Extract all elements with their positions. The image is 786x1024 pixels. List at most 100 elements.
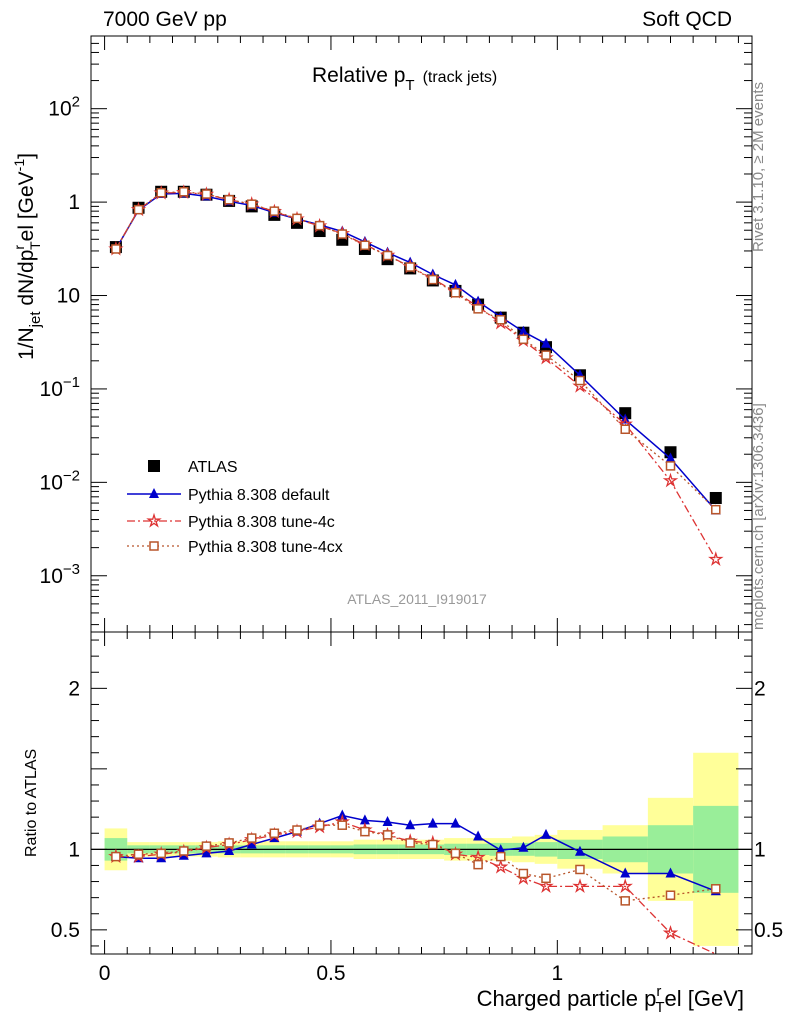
- y-tick-label: 10−2: [40, 467, 80, 494]
- ratio-data-point: [360, 826, 370, 837]
- legend-label: Pythia 8.308 default: [188, 487, 330, 504]
- legend-label: Pythia 8.308 tune-4c: [188, 514, 335, 531]
- ratio-ylabel: Ratio to ATLAS: [23, 749, 40, 857]
- ratio-data-point: [575, 864, 585, 875]
- main-data-point: [428, 274, 438, 285]
- main-ylabel: 1/Njet dN/dprTel [GeV-1]: [11, 153, 44, 360]
- ratio-data-point: [269, 828, 280, 838]
- ratio-data-point: [665, 867, 676, 878]
- main-data-point: [201, 189, 212, 199]
- ratio-data-point: [201, 847, 212, 858]
- ratio-data-point: [405, 838, 415, 848]
- y-tick-label: 1: [68, 838, 80, 861]
- ratio-data-point: [405, 819, 416, 830]
- x-tick-label: 0: [99, 962, 111, 985]
- ratio-data-point: [224, 844, 235, 855]
- header-right: Soft QCD: [642, 8, 732, 31]
- main-data-point: [314, 220, 325, 231]
- main-data-point: [382, 250, 393, 261]
- ratio-data-point: [518, 868, 529, 879]
- main-data-point: [518, 325, 529, 336]
- ratio-data-point: [473, 830, 484, 841]
- main-data-point: [133, 204, 144, 215]
- legend: ATLAS Pythia 8.308 default Pythia 8.308 tu…: [127, 459, 343, 556]
- y-tick-label: 10: [57, 285, 80, 308]
- ratio-data-point: [111, 851, 121, 862]
- ratio-data-point: [492, 859, 509, 874]
- main-series: [108, 184, 724, 566]
- main-data-point: [224, 194, 234, 205]
- ratio-data-point: [518, 841, 529, 852]
- ratio-axes: 0 0.5 1 0.5 0.5 1 1 2 2: [51, 632, 783, 985]
- y-tick-label-right: 0.5: [754, 919, 783, 942]
- legend-label: ATLAS: [188, 459, 238, 476]
- rivet-label: Rivet 3.1.10, ≥ 2M events: [750, 82, 767, 252]
- ratio-data-point: [538, 878, 554, 893]
- main-series-line: [115, 191, 717, 560]
- ratio-data-point: [246, 833, 257, 843]
- main-title: Relative pT (track jets): [312, 64, 497, 94]
- ratio-plot-frame: [90, 631, 753, 955]
- ratio-data-point: [665, 890, 676, 900]
- main-data-point: [665, 461, 676, 471]
- header-left: 7000 GeV pp: [103, 8, 227, 31]
- main-data-point: [337, 229, 348, 239]
- main-axes: 102 1 10 10−1 10−2 10−3: [40, 35, 752, 632]
- main-data-point: [111, 244, 121, 254]
- main-data-point: [179, 187, 189, 197]
- ratio-data-point: [711, 884, 721, 894]
- legend-label: Pythia 8.308 tune-4cx: [188, 539, 343, 556]
- ratio-data-point: [314, 820, 325, 830]
- main-data-point: [450, 288, 461, 298]
- main-data-point: [473, 304, 483, 314]
- legend-marker: [149, 541, 159, 551]
- y-tick-label-right: 1: [754, 838, 766, 861]
- ratio-data-point: [337, 820, 348, 830]
- main-data-point: [360, 240, 370, 251]
- ratio-data-point: [662, 924, 679, 940]
- ratio-series-line: [115, 814, 717, 892]
- ratio-data-point: [382, 830, 393, 840]
- y-tick-label: 1: [68, 191, 80, 214]
- main-data-point: [495, 315, 506, 325]
- ratio-data-point: [428, 839, 438, 850]
- ratio-data-point: [133, 849, 144, 859]
- ratio-data-point: [382, 815, 393, 826]
- main-data-point: [450, 278, 461, 289]
- main-data-point: [269, 206, 280, 216]
- legend-marker: [146, 512, 162, 528]
- ratio-data-point: [292, 825, 302, 835]
- legend-marker: [149, 488, 159, 498]
- ratio-data-point: [359, 814, 370, 825]
- legend-marker: [148, 460, 160, 472]
- main-data-point: [709, 491, 722, 504]
- main-data-point: [711, 504, 721, 515]
- main-data-point: [405, 262, 415, 272]
- analysis-watermark: ATLAS_2011_I919017: [347, 591, 487, 607]
- main-data-point: [665, 452, 676, 463]
- main-data-point: [620, 424, 630, 435]
- ratio-data-point: [246, 838, 257, 849]
- ratio-data-point: [541, 828, 552, 839]
- ratio-data-point: [574, 845, 585, 856]
- ratio-data-point: [495, 844, 506, 855]
- ratio-data-point: [470, 849, 486, 865]
- main-data-point: [156, 187, 166, 198]
- main-data-point: [292, 213, 302, 224]
- ratio-data-point: [541, 873, 551, 884]
- y-tick-label: 10−3: [40, 561, 80, 588]
- main-data-point: [541, 337, 552, 348]
- ratio-data-point: [450, 817, 461, 828]
- main-data-point: [541, 350, 551, 360]
- ratio-data-point: [473, 859, 483, 870]
- x-tick-label: 1: [551, 962, 563, 985]
- ratio-data-point: [427, 817, 438, 828]
- ratio-data-point: [450, 848, 461, 859]
- y-tick-label: 10−1: [40, 374, 80, 401]
- y-tick-label-right: 2: [754, 677, 766, 700]
- x-tick-label: 0.5: [316, 962, 345, 985]
- ratio-data-point: [620, 896, 630, 906]
- y-tick-label: 2: [68, 677, 80, 700]
- ratio-data-point: [179, 846, 189, 856]
